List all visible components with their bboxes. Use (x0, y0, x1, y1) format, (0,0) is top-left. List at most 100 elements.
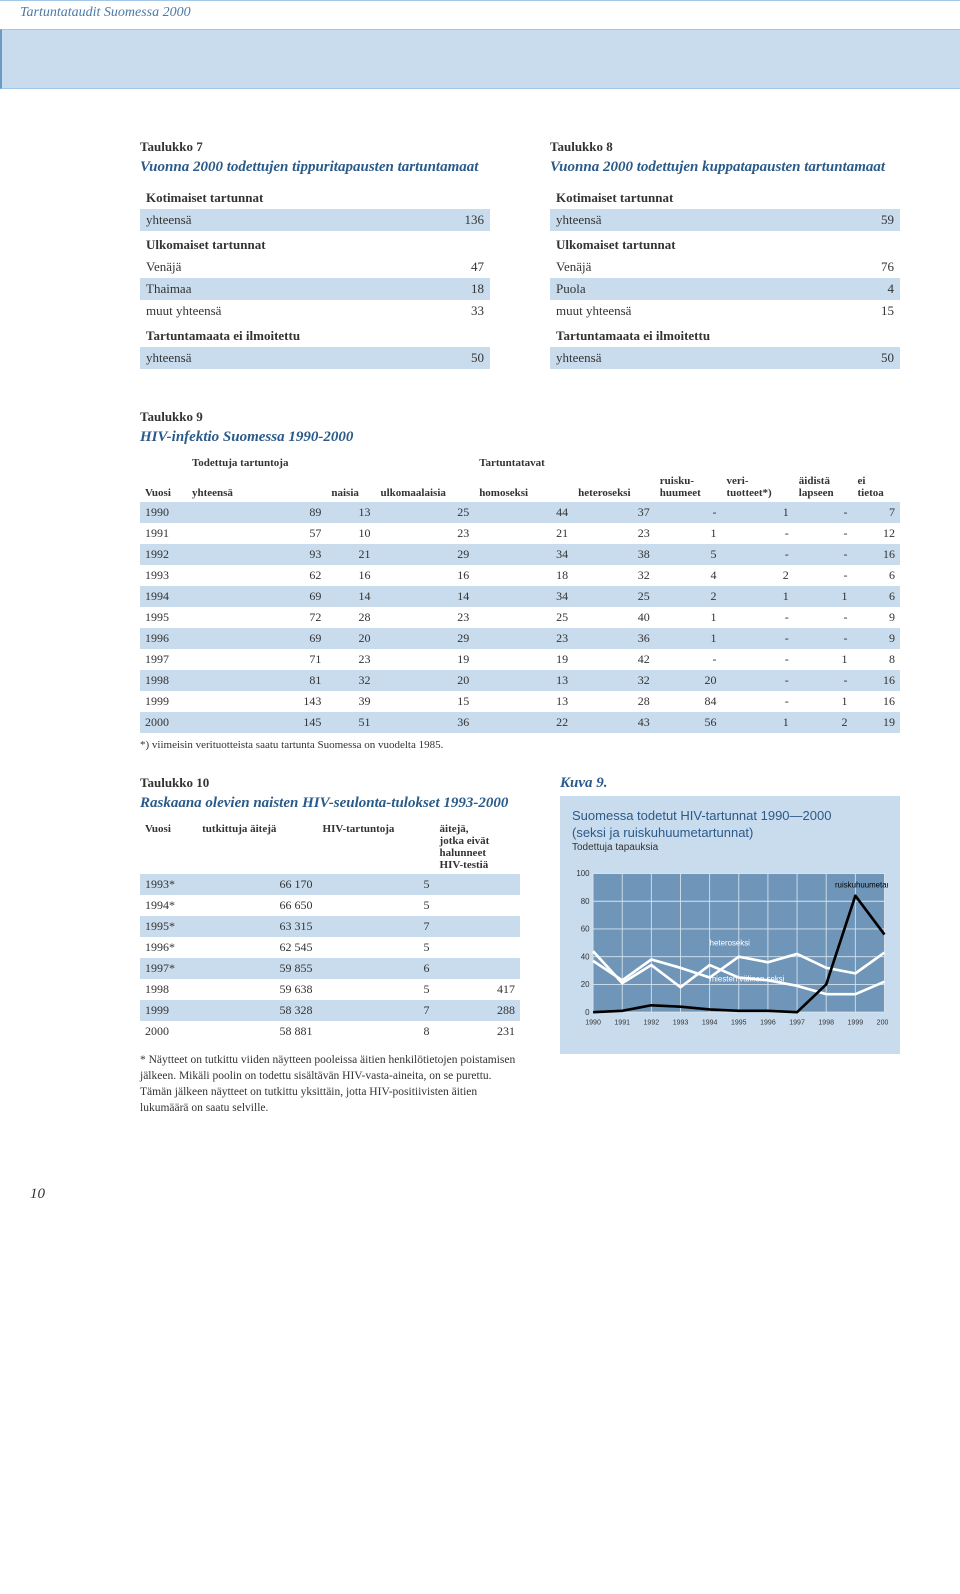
svg-text:1990: 1990 (585, 1019, 601, 1026)
table-cell: 21 (326, 544, 375, 565)
header-band (0, 29, 960, 89)
table-cell: 21 (474, 523, 573, 544)
table-cell: - (794, 607, 853, 628)
table-cell: 34 (474, 586, 573, 607)
table-cell: 1 (794, 649, 853, 670)
table-cell: 89 (187, 502, 326, 523)
table8-label: Taulukko 8 (550, 139, 900, 155)
svg-text:1994: 1994 (702, 1019, 718, 1026)
table-cell: 5 (318, 937, 435, 958)
table-cell: 1992 (140, 544, 187, 565)
svg-text:miesten välinen seksi: miesten välinen seksi (710, 975, 785, 984)
table-cell: 1997 (140, 649, 187, 670)
table-section-head: Kotimaiset tartunnat (550, 184, 900, 209)
table-row: 1994*66 6505 (140, 895, 520, 916)
table-cell: 1997* (140, 958, 197, 979)
table-cell: 25 (573, 586, 655, 607)
svg-text:1997: 1997 (789, 1019, 805, 1026)
table-section-head: Ulkomaiset tartunnat (550, 231, 900, 256)
svg-text:ruiskuhuumetartunnat: ruiskuhuumetartunnat (835, 880, 888, 889)
table-cell: - (794, 565, 853, 586)
table9: Todettuja tartuntojaTartuntatavatVuosiyh… (140, 454, 900, 733)
table-cell: 81 (187, 670, 326, 691)
svg-text:40: 40 (581, 952, 590, 961)
table-header: HIV-tartuntoja (318, 820, 435, 874)
table-cell: 84 (655, 691, 722, 712)
table-cell: - (794, 502, 853, 523)
table-cell-label: Venäjä (550, 256, 822, 278)
table-cell: - (722, 607, 794, 628)
table-cell: 14 (375, 586, 474, 607)
kuva9-ylabel: Todettuja tapauksia (572, 842, 888, 853)
table-row: 1993*66 1705 (140, 874, 520, 895)
table-cell: 5 (318, 874, 435, 895)
svg-text:1996: 1996 (760, 1019, 776, 1026)
table-cell: 16 (852, 670, 900, 691)
table-cell: 16 (852, 544, 900, 565)
table-cell: 417 (435, 979, 520, 1000)
table-super-header (326, 454, 375, 472)
svg-text:0: 0 (585, 1008, 590, 1017)
table-cell: 145 (187, 712, 326, 733)
table-cell: 20 (326, 628, 375, 649)
table-cell: - (655, 649, 722, 670)
table-cell: 1 (655, 628, 722, 649)
table-cell: - (722, 691, 794, 712)
table-cell: 2 (722, 565, 794, 586)
table-cell: 1996* (140, 937, 197, 958)
table-cell: - (722, 628, 794, 649)
table-cell: 14 (326, 586, 375, 607)
table-cell: 28 (326, 607, 375, 628)
table-row: 1997*59 8556 (140, 958, 520, 979)
table-cell: 1998 (140, 979, 197, 1000)
table-cell-value: 33 (397, 300, 490, 322)
table-row: 1993621616183242-6 (140, 565, 900, 586)
table-cell: 231 (435, 1021, 520, 1042)
kuva9-title: Suomessa todetut HIV-tartunnat 1990—2000 (572, 808, 888, 823)
table-cell: 19 (852, 712, 900, 733)
table-cell: 1 (655, 523, 722, 544)
table-cell-value: 15 (822, 300, 900, 322)
table-header: äitejä, jotka eivät halunneet HIV-testiä (435, 820, 520, 874)
table-cell: 37 (573, 502, 655, 523)
table-cell: 20 (655, 670, 722, 691)
table-cell: 8 (852, 649, 900, 670)
table-cell: 32 (326, 670, 375, 691)
svg-text:1992: 1992 (644, 1019, 660, 1026)
table-cell-value: 136 (397, 209, 490, 231)
table-cell: 13 (474, 691, 573, 712)
table-cell-value: 4 (822, 278, 900, 300)
table-header: tutkittuja äitejä (197, 820, 317, 874)
table-row: 199469141434252116 (140, 586, 900, 607)
table-cell: 59 638 (197, 979, 317, 1000)
table-cell: 5 (318, 979, 435, 1000)
table-cell: 1990 (140, 502, 187, 523)
table-cell: 2000 (140, 712, 187, 733)
table-cell: - (794, 670, 853, 691)
table-cell: 1999 (140, 1000, 197, 1021)
table-cell: 69 (187, 628, 326, 649)
table-cell: - (722, 670, 794, 691)
table-cell: 1991 (140, 523, 187, 544)
table-cell: 57 (187, 523, 326, 544)
table-cell: 1 (722, 502, 794, 523)
table-cell (435, 958, 520, 979)
table-cell: 1994* (140, 895, 197, 916)
table-section-head: Tartuntamaata ei ilmoitettu (140, 322, 490, 347)
table-cell: 2 (794, 712, 853, 733)
table-cell: 56 (655, 712, 722, 733)
table-cell: 34 (474, 544, 573, 565)
table-cell: 8 (318, 1021, 435, 1042)
table-row: 199572282325401--9 (140, 607, 900, 628)
table-cell: 59 855 (197, 958, 317, 979)
table-cell: 40 (573, 607, 655, 628)
table-cell: 23 (474, 628, 573, 649)
table-super-header (375, 454, 474, 472)
table-cell: - (794, 628, 853, 649)
table-row: 199859 6385417 (140, 979, 520, 1000)
table-cell: 6 (318, 958, 435, 979)
table-cell: - (794, 544, 853, 565)
table-cell: 1994 (140, 586, 187, 607)
table-row: 19991433915132884-116 (140, 691, 900, 712)
table-cell: 39 (326, 691, 375, 712)
